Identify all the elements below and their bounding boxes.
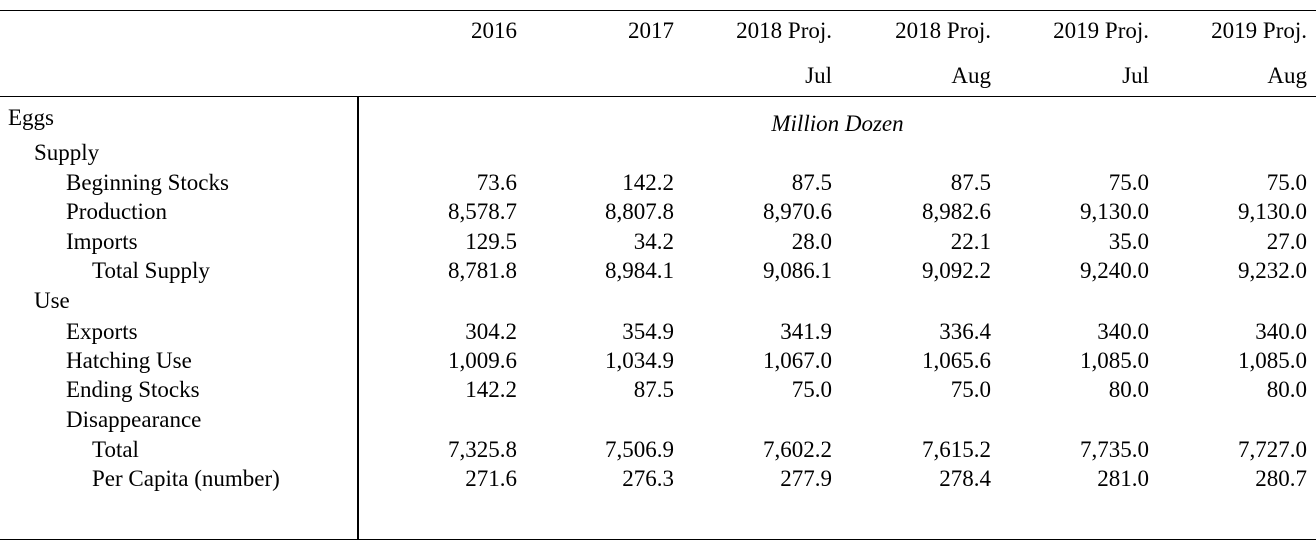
table-cell: 7,602.2 xyxy=(763,437,832,462)
table-cell: 271.6 xyxy=(465,466,517,491)
table-cell: 75.0 xyxy=(791,377,832,402)
table-cell: 8,578.7 xyxy=(448,199,517,224)
table-cell: 340.0 xyxy=(1255,319,1307,344)
table-cell: 7,727.0 xyxy=(1238,437,1307,462)
table-cell: 7,735.0 xyxy=(1080,437,1149,462)
bottom-rule xyxy=(0,539,1316,540)
table-cell: 277.9 xyxy=(780,466,832,491)
column-header-6-line2: Aug xyxy=(1267,63,1307,88)
table-cell: 341.9 xyxy=(780,319,832,344)
table-cell: 280.7 xyxy=(1255,466,1307,491)
table-cell: 8,807.8 xyxy=(605,199,674,224)
table-cell: 354.9 xyxy=(622,319,674,344)
row-label: Eggs xyxy=(8,105,54,130)
table-cell: 276.3 xyxy=(622,466,674,491)
column-header-4-line2: Aug xyxy=(951,63,991,88)
table-cell: 7,325.8 xyxy=(448,437,517,462)
table-cell: 9,092.2 xyxy=(922,258,991,283)
column-header-5-line2: Jul xyxy=(1122,63,1149,88)
row-label: Imports xyxy=(66,229,138,254)
table-cell: 1,009.6 xyxy=(448,348,517,373)
table-cell: 1,085.0 xyxy=(1080,348,1149,373)
column-header-1-line1: 2016 xyxy=(471,18,517,43)
column-header-3-line1: 2018 Proj. xyxy=(736,18,832,43)
table-cell: 80.0 xyxy=(1266,377,1307,402)
table-cell: 8,781.8 xyxy=(448,258,517,283)
unit-label: Million Dozen xyxy=(771,111,904,136)
table-cell: 281.0 xyxy=(1097,466,1149,491)
header-rule xyxy=(0,96,1316,97)
table-cell: 1,065.6 xyxy=(922,348,991,373)
row-label: Beginning Stocks xyxy=(66,170,229,195)
row-label: Total Supply xyxy=(92,258,210,283)
table-cell: 75.0 xyxy=(950,377,991,402)
table-cell: 9,130.0 xyxy=(1080,199,1149,224)
table-cell: 73.6 xyxy=(476,170,517,195)
table-cell: 75.0 xyxy=(1108,170,1149,195)
table-cell: 35.0 xyxy=(1108,229,1149,254)
table-cell: 22.1 xyxy=(950,229,991,254)
table-cell: 8,984.1 xyxy=(605,258,674,283)
row-label: Total xyxy=(92,437,139,462)
table-cell: 1,085.0 xyxy=(1238,348,1307,373)
table-cell: 129.5 xyxy=(465,229,517,254)
row-label: Use xyxy=(34,288,70,313)
row-label: Disappearance xyxy=(66,407,202,432)
table-cell: 75.0 xyxy=(1266,170,1307,195)
table-cell: 142.2 xyxy=(622,170,674,195)
row-label: Hatching Use xyxy=(66,348,192,373)
table-cell: 9,086.1 xyxy=(763,258,832,283)
table-cell: 87.5 xyxy=(791,170,832,195)
row-label: Ending Stocks xyxy=(66,377,200,402)
table-cell: 8,970.6 xyxy=(763,199,832,224)
table-cell: 1,034.9 xyxy=(605,348,674,373)
table-cell: 1,067.0 xyxy=(763,348,832,373)
table-cell: 142.2 xyxy=(465,377,517,402)
row-label: Per Capita (number) xyxy=(92,466,280,491)
column-header-2-line1: 2017 xyxy=(628,18,674,43)
table-cell: 27.0 xyxy=(1266,229,1307,254)
table-cell: 87.5 xyxy=(950,170,991,195)
row-label: Exports xyxy=(66,319,138,344)
table-cell: 9,130.0 xyxy=(1238,199,1307,224)
table-cell: 9,240.0 xyxy=(1080,258,1149,283)
column-header-3-line2: Jul xyxy=(805,63,832,88)
table-cell: 80.0 xyxy=(1108,377,1149,402)
table-cell: 8,982.6 xyxy=(922,199,991,224)
row-label: Supply xyxy=(34,140,100,165)
row-label: Production xyxy=(66,199,167,224)
top-rule xyxy=(0,10,1316,11)
column-header-4-line1: 2018 Proj. xyxy=(895,18,991,43)
table-cell: 7,506.9 xyxy=(605,437,674,462)
table-cell: 34.2 xyxy=(633,229,674,254)
column-header-6-line1: 2019 Proj. xyxy=(1211,18,1307,43)
column-header-5-line1: 2019 Proj. xyxy=(1053,18,1149,43)
table-cell: 340.0 xyxy=(1097,319,1149,344)
table-cell: 278.4 xyxy=(939,466,991,491)
table-cell: 28.0 xyxy=(791,229,832,254)
table-cell: 336.4 xyxy=(939,319,991,344)
table-cell: 9,232.0 xyxy=(1238,258,1307,283)
table-cell: 7,615.2 xyxy=(922,437,991,462)
table-cell: 304.2 xyxy=(465,319,517,344)
stub-divider xyxy=(357,96,359,540)
table-cell: 87.5 xyxy=(633,377,674,402)
